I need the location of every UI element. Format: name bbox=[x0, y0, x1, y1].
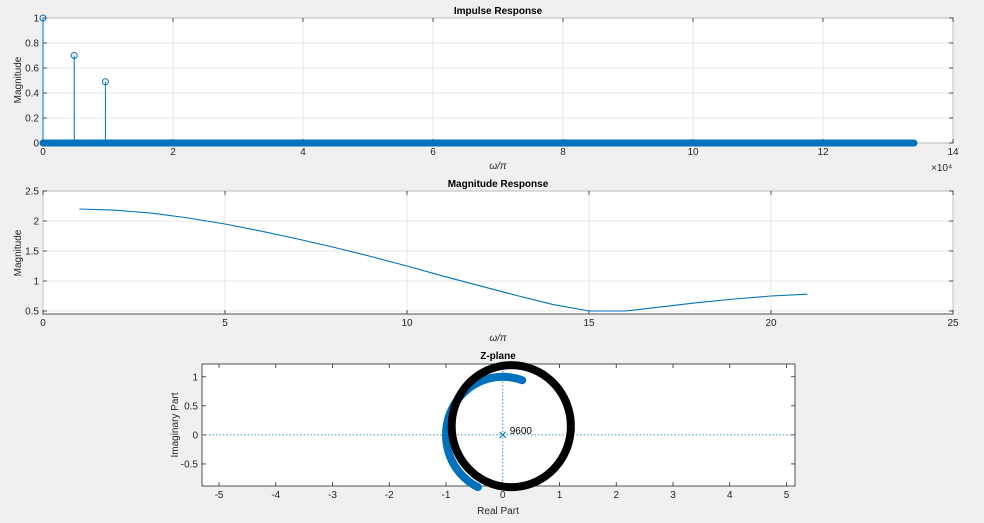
y-tick-label: 1 bbox=[33, 14, 39, 25]
x-tick-label: 2 bbox=[613, 490, 619, 501]
z-plane-ticks: -5 -4 -3 -2 -1 0 1 2 3 4 5 -0.5 0 0.5 1 bbox=[181, 364, 795, 501]
x-tick-label: 20 bbox=[765, 318, 777, 329]
magnitude-line[interactable] bbox=[79, 208, 808, 312]
y-tick-label: 2.5 bbox=[25, 187, 39, 198]
x-tick-label: 12 bbox=[817, 147, 829, 158]
x-tick-label: 10 bbox=[687, 147, 699, 158]
y-tick-label: 0.6 bbox=[25, 64, 39, 75]
y-tick-label: -0.5 bbox=[181, 459, 199, 470]
x-tick-label: 8 bbox=[560, 147, 566, 158]
x-tick-label: 10 bbox=[401, 318, 413, 329]
z-plane-data: 9600 bbox=[202, 361, 795, 492]
unit-circle-ring[interactable] bbox=[447, 361, 575, 492]
magnitude-xlabel: ω/π bbox=[489, 333, 507, 344]
y-tick-label: 0.5 bbox=[25, 307, 39, 318]
x-tick-label: 2 bbox=[170, 147, 176, 158]
magnitude-response-axes: 0 5 10 15 20 25 0.5 1 1.5 2 2.5 Magnitude Response… bbox=[13, 179, 959, 344]
z-plane-title: Z-plane bbox=[480, 351, 516, 362]
x-tick-label: -2 bbox=[385, 490, 394, 501]
x-tick-label: 15 bbox=[583, 318, 595, 329]
stem-marker[interactable] bbox=[101, 78, 109, 86]
x-tick-label: -4 bbox=[271, 490, 280, 501]
magnitude-title: Magnitude Response bbox=[448, 179, 549, 190]
x-tick-label: 0 bbox=[40, 147, 46, 158]
x-tick-label: -3 bbox=[328, 490, 337, 501]
impulse-ylabel: Magnitude bbox=[13, 56, 24, 103]
x-tick-label: 4 bbox=[727, 490, 733, 501]
y-tick-label: 1.5 bbox=[25, 247, 39, 258]
y-tick-label: 1 bbox=[33, 277, 39, 288]
impulse-plot-area[interactable] bbox=[42, 17, 954, 144]
impulse-xlabel: ω/π bbox=[489, 161, 507, 172]
z-plane-xlabel: Real Part bbox=[477, 506, 519, 517]
x-tick-label: 0 bbox=[40, 318, 46, 329]
x-tick-label: 5 bbox=[784, 490, 790, 501]
y-tick-label: 0 bbox=[33, 139, 39, 150]
x-tick-label: 5 bbox=[222, 318, 228, 329]
z-plane-ylabel: Imaginary Part bbox=[170, 392, 181, 457]
y-tick-label: 0.4 bbox=[25, 89, 39, 100]
y-tick-label: 0.2 bbox=[25, 114, 39, 125]
y-tick-label: 2 bbox=[33, 217, 39, 228]
x-tick-label: 4 bbox=[300, 147, 306, 158]
x-tick-label: -1 bbox=[442, 490, 451, 501]
x-tick-label: 0 bbox=[500, 490, 506, 501]
magnitude-gridlines bbox=[42, 190, 954, 314]
impulse-data bbox=[39, 14, 918, 147]
impulse-ticks: 0 2 4 6 8 10 12 14 0 0.2 0.4 0.6 0.8 1 bbox=[25, 14, 959, 159]
impulse-title: Impulse Response bbox=[454, 6, 543, 17]
y-tick-label: 0 bbox=[192, 430, 198, 441]
x-tick-label: -5 bbox=[215, 490, 224, 501]
pole-multiplicity-label: 9600 bbox=[510, 426, 533, 437]
z-plane-axes: -5 -4 -3 -2 -1 0 1 2 3 4 5 -0.5 0 0.5 1 9600 Z-plane R… bbox=[170, 351, 796, 517]
y-tick-label: 1 bbox=[192, 372, 198, 383]
x-tick-label: 25 bbox=[947, 318, 959, 329]
impulse-gridlines bbox=[42, 17, 954, 144]
impulse-response-axes: 0 2 4 6 8 10 12 14 0 0.2 0.4 0.6 0.8 1 Impulse Respon… bbox=[13, 6, 959, 174]
magnitude-ylabel: Magnitude bbox=[13, 229, 24, 276]
x-tick-label: 14 bbox=[947, 147, 959, 158]
stem-marker[interactable] bbox=[70, 52, 78, 59]
x-tick-label: 3 bbox=[670, 490, 676, 501]
impulse-x-multiplier: ×10⁴ bbox=[931, 163, 952, 174]
y-tick-label: 0.8 bbox=[25, 39, 39, 50]
x-tick-label: 6 bbox=[430, 147, 436, 158]
magnitude-ticks: 0 5 10 15 20 25 0.5 1 1.5 2 2.5 bbox=[25, 187, 959, 330]
magnitude-data bbox=[79, 208, 808, 312]
magnitude-plot-area[interactable] bbox=[42, 190, 954, 315]
z-plane-plot-area[interactable] bbox=[201, 363, 796, 487]
y-tick-label: 0.5 bbox=[184, 401, 198, 412]
x-tick-label: 1 bbox=[557, 490, 563, 501]
pole-marker-stroke-b bbox=[499, 431, 507, 439]
stem-marker[interactable] bbox=[39, 14, 47, 22]
